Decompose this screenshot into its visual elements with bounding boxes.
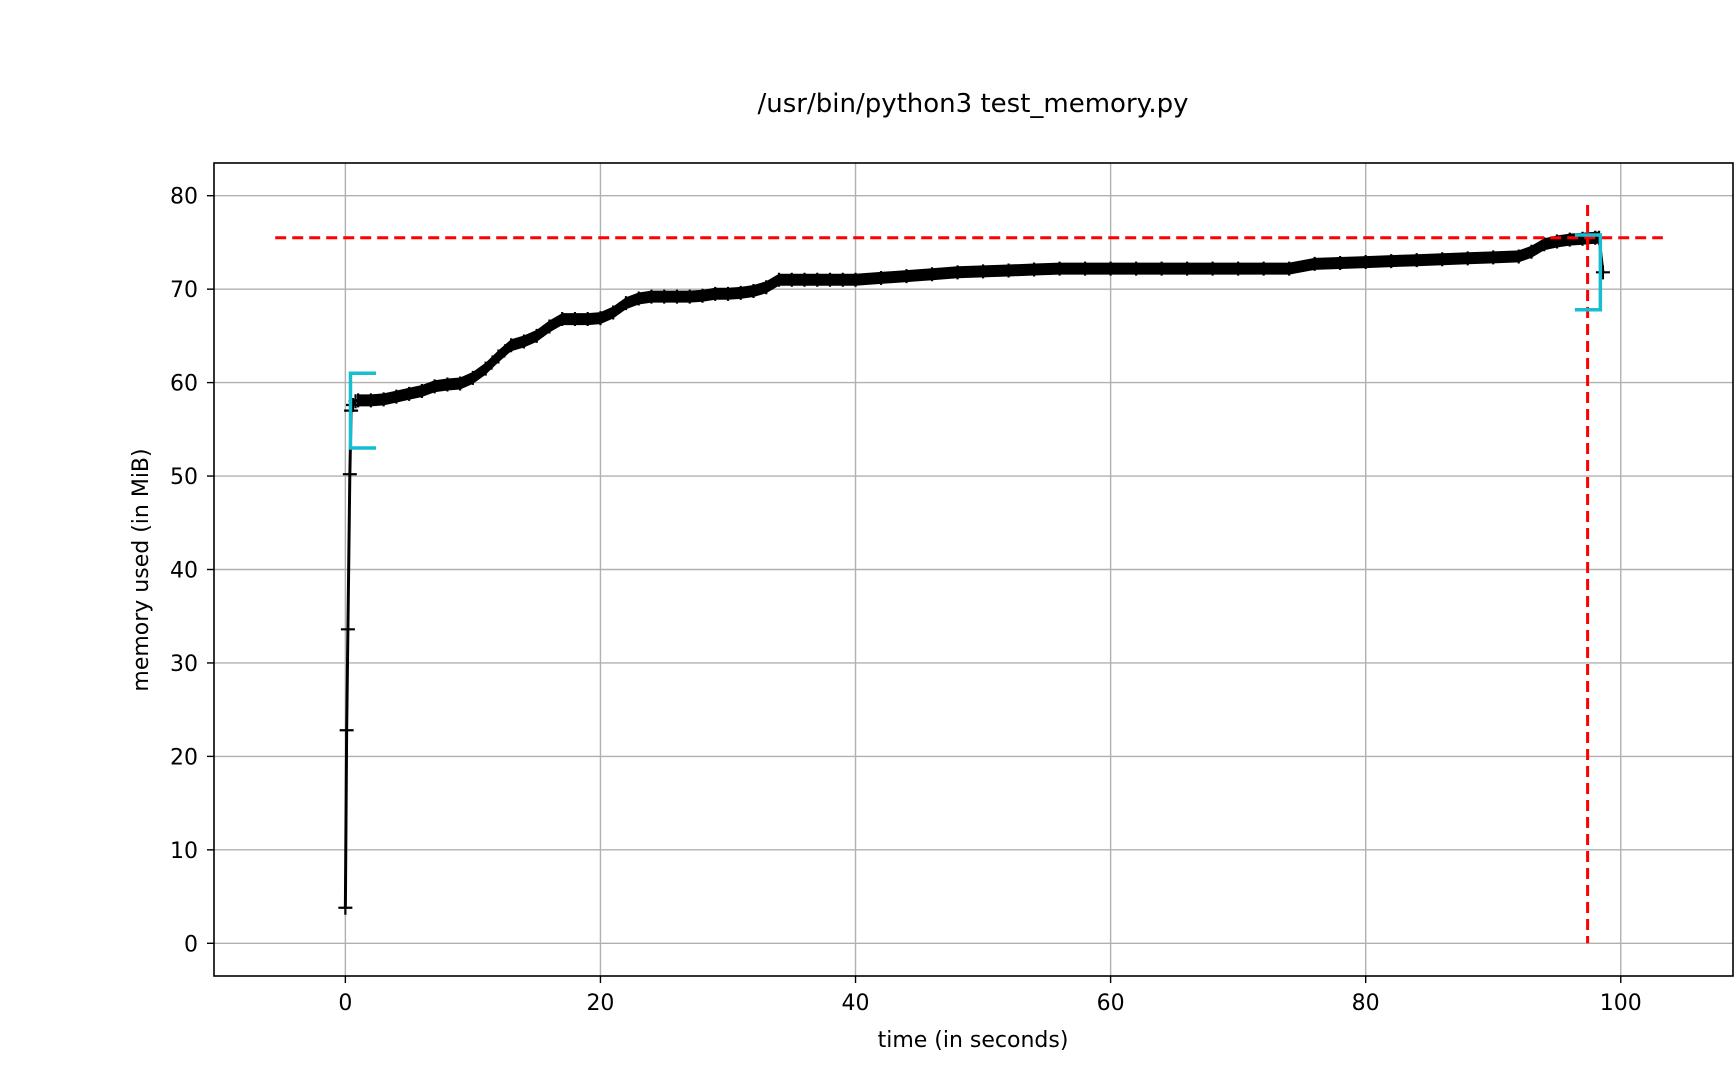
grid [214, 163, 1733, 976]
memory-marker [342, 467, 357, 482]
memory-marker [1595, 265, 1610, 280]
x-tick-label-80: 80 [1352, 991, 1380, 1016]
y-tick-label-80: 80 [170, 185, 198, 210]
annotations [275, 205, 1663, 944]
memory-marker [338, 900, 353, 915]
y-tick-label-10: 10 [170, 839, 198, 864]
memory-marker [340, 622, 355, 637]
function-bracket-close [1574, 233, 1603, 312]
memory-series [338, 230, 1610, 915]
axes: 0 20 40 60 80 100 0 10 20 30 40 50 60 70 80 [170, 162, 1734, 1016]
y-tick-label-40: 40 [170, 559, 198, 584]
chart-title: /usr/bin/python3 test_memory.py [758, 89, 1189, 119]
x-tick-label-100: 100 [1600, 991, 1642, 1016]
memory-marker [339, 723, 354, 738]
plot-frame [213, 162, 1734, 977]
y-tick-label-30: 30 [170, 652, 198, 677]
x-tick-label-20: 20 [586, 991, 614, 1016]
y-tick-label-70: 70 [170, 278, 198, 303]
function-bracket-open [348, 371, 376, 450]
x-tick-label-40: 40 [842, 991, 870, 1016]
memory-marker-band [358, 231, 1603, 407]
x-tick-label-60: 60 [1097, 991, 1125, 1016]
y-tick-label-20: 20 [170, 745, 198, 770]
y-tick-label-0: 0 [184, 932, 198, 957]
y-tick-label-50: 50 [170, 465, 198, 490]
y-tick-label-60: 60 [170, 372, 198, 397]
x-tick-label-0: 0 [338, 991, 352, 1016]
x-axis-label: time (in seconds) [878, 1028, 1069, 1053]
y-axis-label: memory used (in MiB) [129, 448, 154, 691]
